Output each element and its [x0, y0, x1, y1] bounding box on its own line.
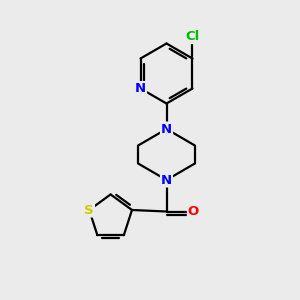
Text: O: O — [188, 205, 199, 218]
Text: N: N — [135, 82, 146, 95]
Text: Cl: Cl — [185, 30, 200, 43]
Text: N: N — [161, 173, 172, 187]
Text: N: N — [161, 122, 172, 136]
Text: S: S — [84, 203, 94, 217]
